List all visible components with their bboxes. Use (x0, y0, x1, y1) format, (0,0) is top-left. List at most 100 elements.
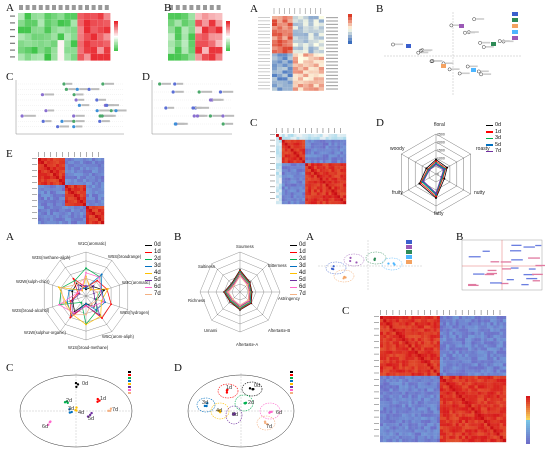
correlation-cell (50, 221, 54, 225)
e-nose-radar-a (44, 251, 128, 341)
correlation-cell (452, 325, 456, 329)
correlation-cell (278, 163, 283, 167)
correlation-cell (38, 182, 42, 186)
heatmap-cell (31, 19, 38, 27)
correlation-cell (443, 328, 447, 332)
data-point (478, 40, 482, 45)
point-label-mark (75, 120, 85, 123)
correlation-cell (493, 319, 497, 323)
heatmap-cell (282, 80, 288, 84)
heatmap-cell (188, 33, 196, 41)
correlation-cell (95, 188, 99, 192)
correlation-cell (439, 316, 444, 320)
correlation-cell (446, 372, 450, 377)
heatmap-cell (308, 53, 314, 57)
panel-top-left-heatmap-b (162, 3, 242, 65)
correlation-cell (411, 347, 415, 351)
group-ellipse (210, 402, 230, 420)
correlation-cell (420, 410, 425, 414)
correlation-cell (278, 183, 283, 187)
correlation-cell (308, 163, 312, 167)
correlation-cell (74, 206, 78, 210)
correlation-cell (499, 369, 504, 373)
correlation-cell (474, 438, 478, 443)
correlation-cell (331, 145, 335, 149)
radar-point (110, 303, 112, 306)
correlation-cell (446, 382, 450, 386)
correlation-cell (293, 174, 297, 178)
correlation-cell (278, 160, 283, 164)
correlation-cell (402, 328, 406, 332)
correlation-cell (337, 192, 341, 196)
correlation-cell (398, 372, 403, 377)
radar-point (101, 317, 103, 319)
correlation-cell (71, 188, 75, 192)
correlation-cell (296, 189, 300, 193)
heatmap-cell (90, 33, 98, 41)
correlation-cell (468, 419, 472, 424)
correlation-cell (424, 401, 428, 405)
correlation-cell (38, 164, 42, 168)
heatmap-cell (303, 70, 309, 74)
correlation-cell (443, 426, 447, 430)
correlation-cell (458, 394, 463, 399)
correlation-cell (383, 397, 387, 402)
legend-swatch (290, 389, 293, 391)
point-label-mark (79, 88, 88, 91)
heatmap-cell (208, 47, 216, 54)
correlation-cell (74, 191, 78, 195)
panel-top-right-biplot-b (378, 8, 528, 102)
correlation-cell (74, 158, 78, 162)
correlation-cell (436, 325, 441, 329)
correlation-cell (340, 195, 344, 199)
point-label-mark (469, 65, 478, 68)
correlation-cell (389, 360, 393, 364)
correlation-cell (337, 186, 341, 190)
correlation-cell (474, 435, 478, 440)
heatmap-cell (308, 56, 314, 61)
correlation-cell (405, 391, 409, 395)
correlation-cell (331, 177, 335, 181)
correlation-cell (414, 413, 418, 417)
correlation-cell (276, 169, 280, 173)
colorbar-segment (526, 434, 530, 436)
colorbar-segment (526, 426, 530, 428)
correlation-cell (468, 391, 472, 395)
correlation-cell (420, 401, 425, 405)
correlation-cell (284, 142, 288, 146)
correlation-cell (405, 328, 409, 332)
correlation-cell (480, 423, 485, 427)
correlation-cell (439, 407, 444, 411)
correlation-cell (408, 356, 412, 361)
correlation-cell (499, 397, 504, 402)
correlation-cell (299, 145, 303, 149)
correlation-cell (95, 185, 99, 189)
radar-axis-label: nutty (474, 190, 485, 196)
correlation-cell (92, 212, 96, 216)
correlation-cell (443, 416, 447, 421)
row-label-tick (32, 194, 37, 195)
heatmap-cell (298, 80, 304, 84)
correlation-cell (80, 158, 84, 162)
radar-axis-label: W5S(broadrange) (108, 254, 142, 259)
correlation-cell (313, 198, 318, 202)
correlation-cell (408, 382, 412, 386)
correlation-cell (417, 404, 422, 408)
correlation-cell (496, 388, 500, 392)
radar-point (85, 288, 87, 291)
correlation-cell (439, 382, 444, 386)
panel-bottom-left-radar-b (188, 236, 306, 346)
correlation-cell (331, 160, 335, 164)
correlation-cell (95, 161, 99, 165)
correlation-cell (380, 338, 384, 342)
correlation-cell (483, 334, 488, 339)
correlation-cell (316, 195, 320, 199)
heatmap-cell (313, 63, 319, 67)
correlation-cell (95, 212, 99, 216)
correlation-cell (414, 341, 418, 345)
correlation-cell (405, 385, 409, 389)
correlation-cell (490, 435, 494, 440)
correlation-cell (487, 350, 491, 354)
data-point (108, 409, 112, 413)
column-label-tick (104, 5, 109, 10)
